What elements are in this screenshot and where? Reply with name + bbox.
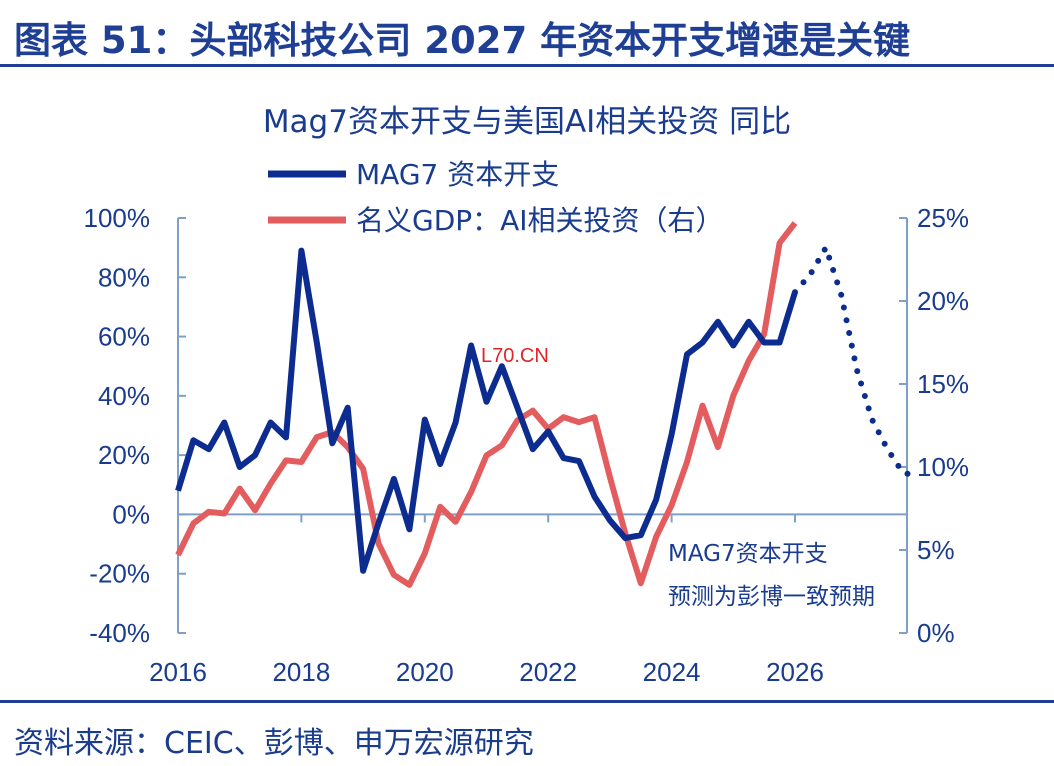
header-divider	[0, 64, 1054, 67]
left-tick-label: -40%	[89, 618, 150, 648]
chart-title: Mag7资本开支与美国AI相关投资 同比	[263, 104, 791, 140]
right-tick-label: 0%	[917, 618, 955, 648]
x-tick-label: 2020	[396, 657, 454, 687]
axes: 100% 80% 60% 40% 20% 0% -20% -40% 25% 20% 15% 10% 5%…	[84, 203, 970, 687]
right-tick-label: 20%	[917, 286, 969, 316]
footer-divider	[0, 700, 1054, 703]
watermark: L70.CN	[481, 345, 549, 367]
series-mag7-capex-forecast	[792, 244, 922, 479]
series-ai-investment	[175, 221, 798, 588]
left-tick-label: 80%	[98, 262, 150, 292]
x-tick-label: 2026	[766, 657, 824, 687]
left-tick-label: 20%	[98, 440, 150, 470]
series-layer	[175, 221, 922, 588]
legend: MAG7 资本开支 名义GDP：AI相关投资（右）	[268, 158, 724, 237]
left-tick-label: 40%	[98, 381, 150, 411]
right-tick-label: 10%	[917, 452, 969, 482]
annotation-line-1: MAG7资本开支	[668, 541, 828, 567]
left-tick-label: -20%	[89, 559, 150, 589]
right-tick-label: 25%	[917, 203, 969, 233]
left-tick-label: 0%	[112, 499, 150, 529]
series-mag7-capex	[175, 247, 798, 574]
x-tick-label: 2024	[643, 657, 701, 687]
page-title: 图表 51：头部科技公司 2027 年资本开支增速是关键	[14, 19, 911, 62]
left-tick-label: 60%	[98, 322, 150, 352]
right-tick-label: 15%	[917, 369, 969, 399]
left-tick-label: 100%	[84, 203, 151, 233]
x-tick-label: 2022	[519, 657, 577, 687]
chart: Mag7资本开支与美国AI相关投资 同比 MAG7 资本开支 名义GDP：AI相…	[84, 104, 970, 687]
source-note: 资料来源：CEIC、彭博、申万宏源研究	[14, 726, 534, 761]
right-tick-label: 5%	[917, 535, 955, 565]
x-tick-label: 2016	[149, 657, 207, 687]
annotation-line-2: 预测为彭博一致预期	[668, 584, 875, 610]
x-tick-label: 2018	[272, 657, 330, 687]
legend-label-mag7: MAG7 资本开支	[356, 158, 559, 191]
legend-label-ai-investment: 名义GDP：AI相关投资（右）	[356, 204, 724, 237]
